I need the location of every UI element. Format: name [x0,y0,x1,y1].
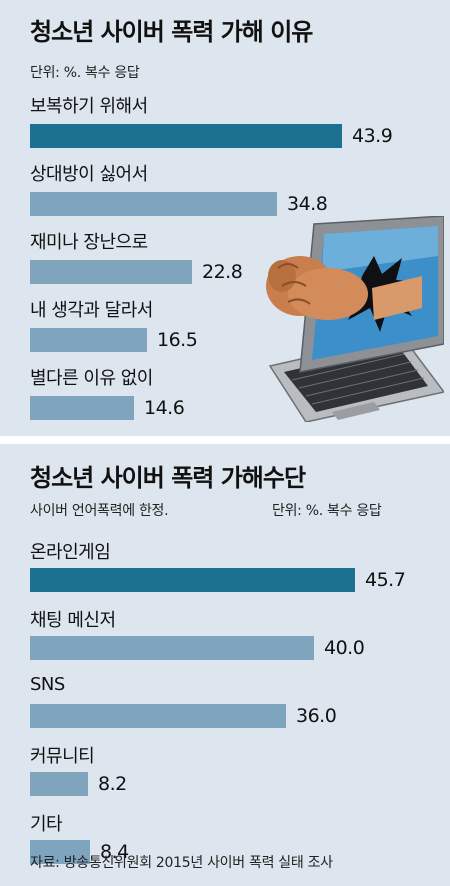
bar [30,772,88,796]
source-note: 자료: 방송통신위원회 2015년 사이버 폭력 실태 조사 [30,855,333,871]
unit-note: 단위: %. 복수 응답 [30,65,140,81]
value-label: 45.7 [365,569,406,591]
value-label: 16.5 [157,329,198,351]
value-label: 8.2 [98,773,127,795]
bar [30,840,90,864]
bar [30,568,355,592]
value-label: 14.6 [144,397,185,419]
bar [30,704,286,728]
category-label: 온라인게임 [30,542,111,563]
value-label: 34.8 [287,193,328,215]
chart-panel-means: 청소년 사이버 폭력 가해수단 사이버 언어폭력에 한정. 단위: %. 복수 … [0,444,450,886]
category-label: 별다른 이유 없이 [30,368,153,389]
bar [30,396,134,420]
bar [30,124,342,148]
laptop-fist-illustration [266,216,444,422]
category-label: 채팅 메신저 [30,610,116,631]
value-label: 36.0 [296,705,337,727]
category-label: SNS [30,674,65,695]
bar [30,328,147,352]
bar [30,636,314,660]
unit-note: 단위: %. 복수 응답 [272,503,382,519]
bar [30,260,192,284]
category-label: 커뮤니티 [30,746,95,767]
chart-title: 청소년 사이버 폭력 가해 이유 [30,18,313,46]
category-label: 기타 [30,814,63,835]
category-label: 상대방이 싫어서 [30,164,148,185]
value-label: 40.0 [324,637,365,659]
chart-title: 청소년 사이버 폭력 가해수단 [30,464,306,492]
category-label: 보복하기 위해서 [30,96,148,117]
bar [30,192,277,216]
category-label: 내 생각과 달라서 [30,300,153,321]
value-label: 43.9 [352,125,393,147]
value-label: 8.4 [100,841,129,863]
value-label: 22.8 [202,261,243,283]
chart-subtitle: 사이버 언어폭력에 한정. [30,503,169,519]
category-label: 재미나 장난으로 [30,232,148,253]
chart-panel-reasons: 청소년 사이버 폭력 가해 이유 단위: %. 복수 응답 보복하기 위해서 43… [0,0,450,436]
